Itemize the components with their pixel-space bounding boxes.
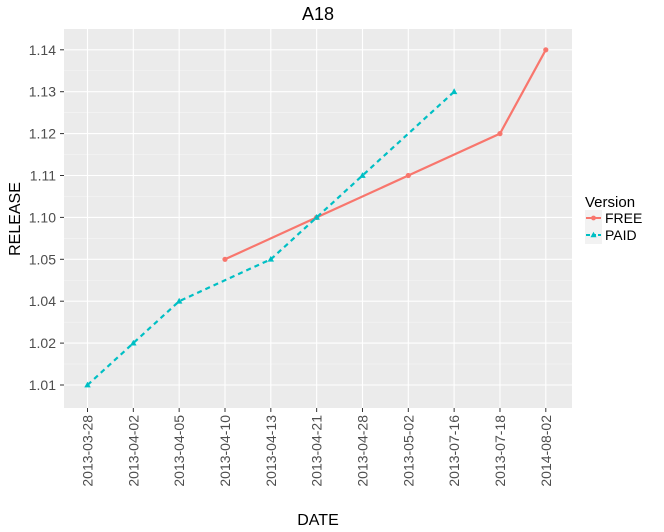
x-tick-label: 2014-08-02 <box>538 415 554 487</box>
data-point <box>313 214 320 220</box>
x-axis: 2013-03-28 2013-04-02 2013-04-05 2013-04-10… <box>80 408 554 487</box>
legend-item-free: FREE <box>585 210 642 227</box>
y-tick-label: 1.11 <box>30 168 56 184</box>
x-tick-label: 2013-04-05 <box>171 415 187 487</box>
data-point <box>130 339 137 346</box>
data-point <box>359 172 366 178</box>
y-tick-label: 1.01 <box>29 377 56 393</box>
data-point <box>267 255 275 262</box>
x-tick-label: 2013-04-13 <box>263 415 279 487</box>
y-axis: 1.01 1.02 1.04 1.05 1.10 1.11 1.12 1.13 1.14 <box>29 42 64 393</box>
series-free <box>222 47 549 262</box>
x-tick-label: 2013-07-18 <box>492 415 508 487</box>
x-axis-title: DATE <box>297 512 338 529</box>
chart-title: A18 <box>302 4 334 24</box>
x-tick-label: 2013-04-21 <box>309 415 325 487</box>
legend-label: FREE <box>605 210 642 226</box>
legend-key-marker <box>591 215 596 221</box>
x-tick-label: 2013-04-28 <box>354 415 370 487</box>
x-tick-label: 2013-03-28 <box>80 415 96 487</box>
legend-label: PAID <box>605 227 637 243</box>
data-point <box>543 47 549 53</box>
x-tick-label: 2013-07-16 <box>446 415 462 487</box>
legend-title: Version <box>585 194 635 211</box>
y-tick-label: 1.13 <box>29 84 56 100</box>
y-tick-label: 1.10 <box>29 209 56 225</box>
x-tick-label: 2013-04-02 <box>125 415 141 487</box>
y-tick-label: 1.14 <box>29 42 56 58</box>
legend-item-paid: PAID <box>585 227 637 244</box>
y-tick-label: 1.04 <box>29 293 56 309</box>
data-point <box>84 381 91 388</box>
series-paid <box>84 88 458 388</box>
data-point <box>222 256 228 262</box>
data-point <box>450 88 458 95</box>
x-tick-label: 2013-04-10 <box>217 415 233 487</box>
y-tick-label: 1.12 <box>29 126 56 142</box>
y-tick-label: 1.02 <box>29 335 56 351</box>
data-point <box>175 297 183 304</box>
data-point <box>497 131 503 137</box>
y-tick-label: 1.05 <box>29 251 56 267</box>
x-tick-label: 2013-05-02 <box>400 415 416 487</box>
grid <box>64 29 572 408</box>
series-layer <box>84 47 549 388</box>
data-point <box>405 172 411 179</box>
y-axis-title: RELEASE <box>7 182 24 256</box>
legend-key-marker <box>590 231 597 238</box>
